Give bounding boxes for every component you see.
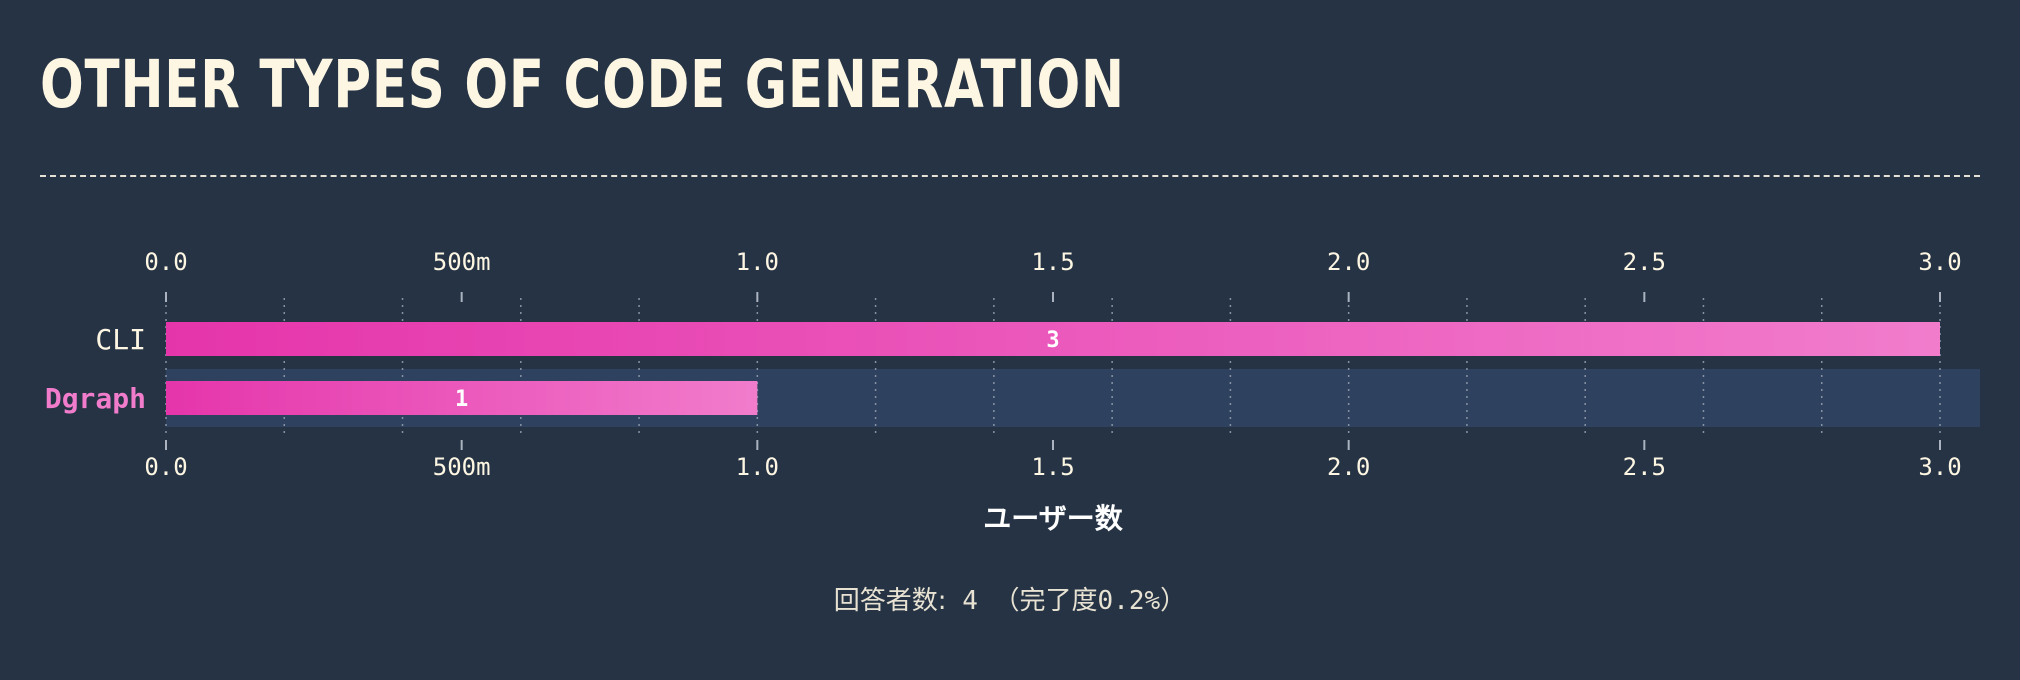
x-tick-label-bottom: 2.0: [1327, 453, 1370, 481]
chart-title: OTHER TYPES OF CODE GENERATION: [40, 46, 1125, 123]
bar-dgraph: [166, 381, 758, 415]
completion-value: 0.2%: [1097, 586, 1161, 616]
value-label-cli: 3: [1046, 328, 1059, 353]
x-tick-label-bottom: 0.0: [144, 453, 187, 481]
category-label-dgraph: Dgraph: [45, 382, 146, 415]
bar-chart: 0.0 0.0 500m 500m 1.0 1.0 1.5 1.5 2.0 2.0 2.5 2.5 3.…: [45, 248, 1980, 535]
category-label-cli: CLI: [95, 323, 146, 356]
completion-close: ）: [1160, 586, 1187, 616]
value-label-dgraph: 1: [455, 387, 468, 412]
x-tick-label-top: 2.0: [1327, 248, 1370, 276]
respondent-count: 4: [962, 586, 978, 616]
x-tick-label-bottom: 500m: [433, 453, 491, 481]
x-tick-label-top: 0.0: [144, 248, 187, 276]
x-tick-label-bottom: 2.5: [1623, 453, 1666, 481]
x-tick-label-bottom: 1.0: [736, 453, 779, 481]
x-axis-title: ユーザー数: [983, 502, 1123, 535]
x-tick-label-top: 500m: [433, 248, 491, 276]
x-tick-label-top: 1.5: [1031, 248, 1074, 276]
x-tick-label-top: 3.0: [1918, 248, 1961, 276]
x-tick-label-bottom: 1.5: [1031, 453, 1074, 481]
bar-cli: [166, 322, 1940, 356]
x-tick-label-top: 1.0: [736, 248, 779, 276]
respondent-summary: 回答者数: 4 （完了度0.2%）: [0, 580, 2020, 617]
completion-open: （完了度: [993, 586, 1098, 616]
x-tick-label-top: 2.5: [1623, 248, 1666, 276]
title-divider: [40, 175, 1980, 177]
x-tick-label-bottom: 3.0: [1918, 453, 1961, 481]
respondent-label: 回答者数:: [833, 586, 947, 616]
